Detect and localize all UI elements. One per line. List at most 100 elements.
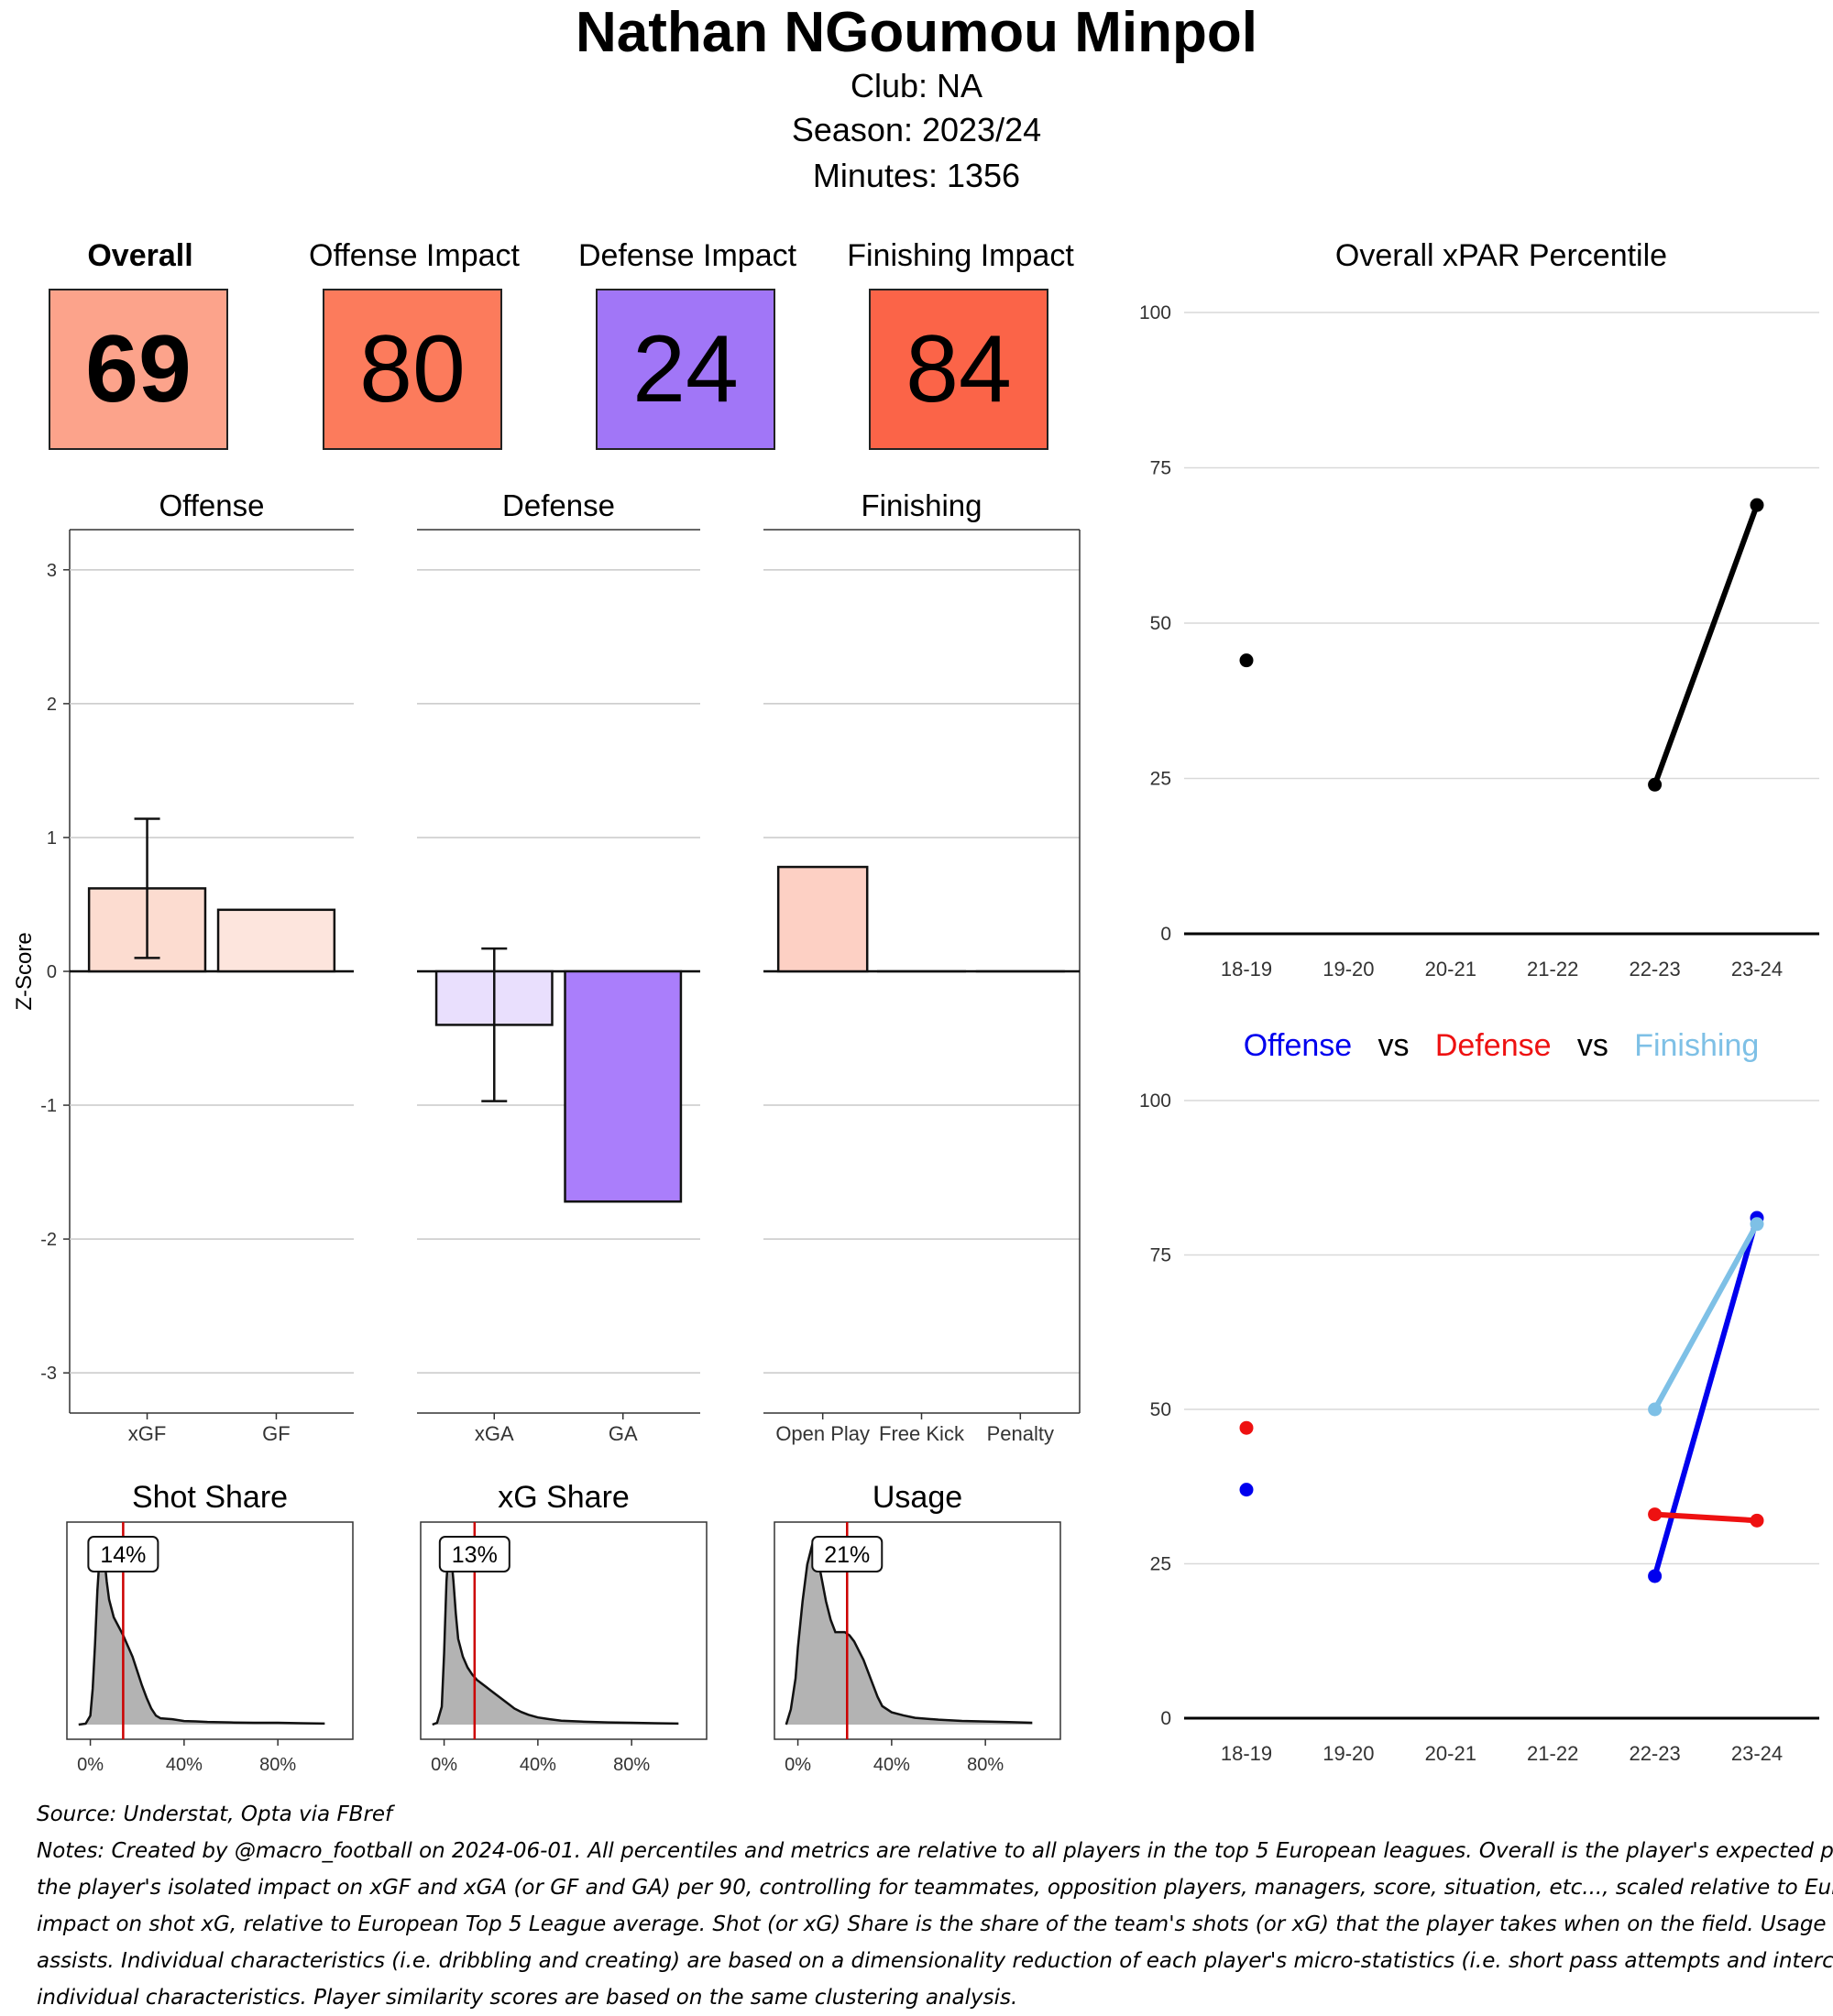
y-tick-label: 50 (1150, 1399, 1171, 1420)
x-tick-label: GF (262, 1422, 291, 1445)
y-tick-label: 75 (1150, 1245, 1171, 1266)
density-curve (78, 1545, 325, 1726)
x-tick-label: 40% (520, 1755, 556, 1775)
y-tick-label: 100 (1139, 302, 1171, 323)
notes-line: the player's isolated impact on xGF and … (37, 1876, 1833, 1900)
finishing-impact-score-box: 84 (869, 289, 1048, 450)
x-tick-label: 80% (613, 1755, 650, 1775)
player-value-label-box (811, 1536, 884, 1572)
x-tick-label: 22-23 (1629, 958, 1680, 981)
x-tick-label: 18-19 (1221, 958, 1272, 981)
y-tick-label: 0 (47, 962, 57, 982)
defense-point (1239, 1420, 1254, 1435)
player-value-label-box (438, 1536, 510, 1572)
x-tick-label: Open Play (775, 1422, 870, 1445)
title-part-offense: Offense (1244, 1028, 1352, 1063)
split-percentile-title: Offense vs Defense vs Finishing (1244, 1028, 1760, 1063)
y-tick-label: -2 (40, 1230, 57, 1250)
defense-point (1750, 1513, 1764, 1528)
offense-impact-score-value: 80 (359, 316, 466, 422)
y-axis-title: Z-Score (12, 932, 37, 1010)
overall-percentile-title: Overall xPAR Percentile (1335, 238, 1667, 273)
y-tick-label: 100 (1139, 1090, 1171, 1112)
y-tick-label: 50 (1150, 613, 1171, 634)
overall-point (1239, 653, 1254, 668)
title-part-vs: vs (1552, 1028, 1608, 1063)
panel-title: Finishing (861, 488, 982, 522)
y-tick-label: 2 (47, 695, 57, 715)
finishing-point (1648, 1402, 1663, 1417)
offense-impact-score-box: 80 (323, 289, 502, 450)
x-tick-label: 23-24 (1731, 958, 1783, 981)
overall-card-title: Overall (87, 238, 193, 273)
x-tick-label: 0% (77, 1755, 104, 1775)
finishing-impact-score-value: 84 (906, 316, 1012, 422)
x-tick-label: xGA (475, 1422, 514, 1445)
y-tick-label: 3 (47, 561, 57, 581)
finishing-line-segment (1652, 1221, 1760, 1412)
offense-impact-card-title: Offense Impact (309, 238, 520, 273)
notes-line: assists. Individual characteristics (i.e… (37, 1949, 1833, 1973)
density-panel-title: Shot Share (132, 1480, 288, 1515)
player-value-label: 21% (824, 1542, 870, 1568)
x-tick-label: 21-22 (1527, 1742, 1578, 1765)
player-value-label: 14% (100, 1542, 146, 1568)
x-tick-label: 23-24 (1731, 1742, 1783, 1765)
x-tick-label: 19-20 (1323, 958, 1374, 981)
density-panel-title: xG Share (498, 1480, 630, 1515)
x-tick-label: 18-19 (1221, 1742, 1272, 1765)
overall-point (1648, 777, 1663, 792)
x-tick-label: Penalty (987, 1422, 1054, 1445)
club-label: Club: NA (850, 67, 983, 104)
x-tick-label: 21-22 (1527, 958, 1578, 981)
defense-impact-score-value: 24 (632, 316, 739, 422)
x-tick-label: 0% (431, 1755, 457, 1775)
x-tick-label: 19-20 (1323, 1742, 1374, 1765)
panel-title: Defense (502, 488, 615, 522)
overall-line-segment (1652, 502, 1760, 788)
panel-title: Offense (159, 488, 265, 522)
player-value-label: 13% (452, 1542, 498, 1568)
notes-line: Notes: Created by @macro_football on 202… (37, 1839, 1833, 1863)
defense-impact-card-title: Defense Impact (577, 238, 797, 273)
bar-gf (216, 908, 336, 973)
y-tick-label: 1 (47, 828, 57, 849)
y-tick-label: 0 (1160, 924, 1171, 945)
density-curve (785, 1543, 1033, 1726)
y-tick-label: 25 (1150, 769, 1171, 790)
x-tick-label: 20-21 (1425, 958, 1476, 981)
season-label: Season: 2023/24 (791, 111, 1042, 148)
defense-line-segment (1652, 1511, 1760, 1524)
offense-point (1648, 1569, 1663, 1583)
x-tick-label: 80% (259, 1755, 296, 1775)
x-tick-label: 0% (785, 1755, 811, 1775)
overall-score-value: 69 (85, 316, 192, 422)
finishing-point (1750, 1217, 1764, 1232)
minutes-label: Minutes: 1356 (812, 157, 1021, 194)
finishing-impact-card-title: Finishing Impact (847, 238, 1074, 273)
player-name-title: Nathan NGoumou Minpol (576, 1, 1257, 64)
title-part-finishing: Finishing (1608, 1028, 1759, 1063)
overall-point (1750, 498, 1764, 512)
source-line: Source: Understat, Opta via FBref (37, 1802, 393, 1826)
title-part-vs: vs (1352, 1028, 1409, 1063)
offense-point (1239, 1483, 1254, 1497)
offense-line-segment (1652, 1215, 1760, 1579)
y-tick-label: -1 (40, 1096, 57, 1116)
bar-open-play (776, 865, 869, 973)
x-tick-label: 20-21 (1425, 1742, 1476, 1765)
defense-impact-score-box: 24 (596, 289, 775, 450)
x-tick-label: xGF (128, 1422, 167, 1445)
notes-line: individual characteristics. Player simil… (37, 1986, 1018, 2010)
player-value-label-box (87, 1536, 159, 1572)
title-part-defense: Defense (1410, 1028, 1552, 1063)
x-tick-label: 40% (166, 1755, 203, 1775)
density-panel-title: Usage (873, 1480, 962, 1515)
y-tick-label: 0 (1160, 1708, 1171, 1729)
x-tick-label: 22-23 (1629, 1742, 1680, 1765)
density-area (432, 1546, 679, 1725)
defense-point (1648, 1507, 1663, 1522)
x-tick-label: Free Kick (879, 1422, 965, 1445)
notes-line: impact on shot xG, relative to European … (37, 1912, 1833, 1936)
